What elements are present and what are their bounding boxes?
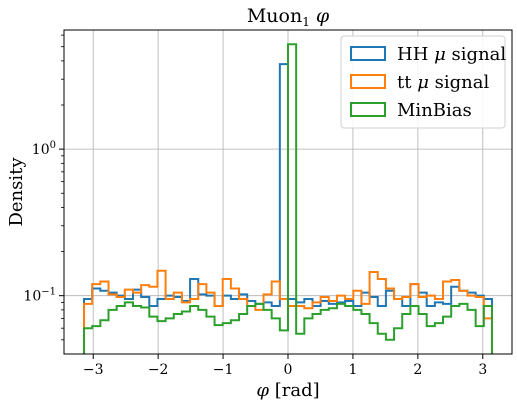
legend-entry-hh: HH μ signal xyxy=(350,44,506,65)
title-main: Muon xyxy=(247,5,302,27)
legend-label-hh: HH μ signal xyxy=(397,44,506,65)
legend-label-tt-suffix: signal xyxy=(429,72,490,93)
x-tick-label: 3 xyxy=(478,362,487,378)
x-axis-label-phi: φ xyxy=(256,380,269,401)
legend-label-minbias: MinBias xyxy=(397,100,472,121)
title-subscript: 1 xyxy=(302,15,310,29)
y-tick-label: 10−1 xyxy=(23,287,56,305)
chart-title: Muon1 φ xyxy=(247,5,330,29)
legend-label-tt-mu: μ xyxy=(417,72,429,93)
series-step-2 xyxy=(83,43,493,354)
legend: HH μ signal tt μ signal MinBias xyxy=(340,35,506,129)
title-phi: φ xyxy=(316,5,330,27)
legend-entry-minbias: MinBias xyxy=(350,100,472,121)
x-tick-label: −2 xyxy=(148,362,169,378)
legend-swatch-minbias xyxy=(350,102,386,117)
x-tick-label: 0 xyxy=(284,362,293,378)
legend-label-tt: tt μ signal xyxy=(397,72,489,93)
series-layer xyxy=(83,43,493,354)
x-tick-label: 1 xyxy=(348,362,357,378)
x-tick-label: −3 xyxy=(83,362,104,378)
x-axis-label: φ [rad] xyxy=(256,380,319,401)
legend-label-hh-prefix: HH xyxy=(397,44,434,65)
y-axis: 10−1 100 xyxy=(23,34,64,341)
legend-label-tt-prefix: tt xyxy=(397,72,417,93)
legend-entry-tt: tt μ signal xyxy=(350,72,489,93)
legend-label-hh-suffix: signal xyxy=(446,44,507,65)
x-tick-label: 2 xyxy=(413,362,422,378)
legend-label-hh-mu: μ xyxy=(434,44,446,65)
legend-swatch-tt xyxy=(350,74,386,89)
y-tick-label: 100 xyxy=(32,140,56,158)
x-axis-label-unit: [rad] xyxy=(269,380,320,401)
x-axis: −3 −2 −1 0 1 2 3 xyxy=(83,354,487,378)
y-axis-label: Density xyxy=(6,157,27,227)
x-tick-label: −1 xyxy=(213,362,234,378)
legend-swatch-hh xyxy=(350,46,386,61)
